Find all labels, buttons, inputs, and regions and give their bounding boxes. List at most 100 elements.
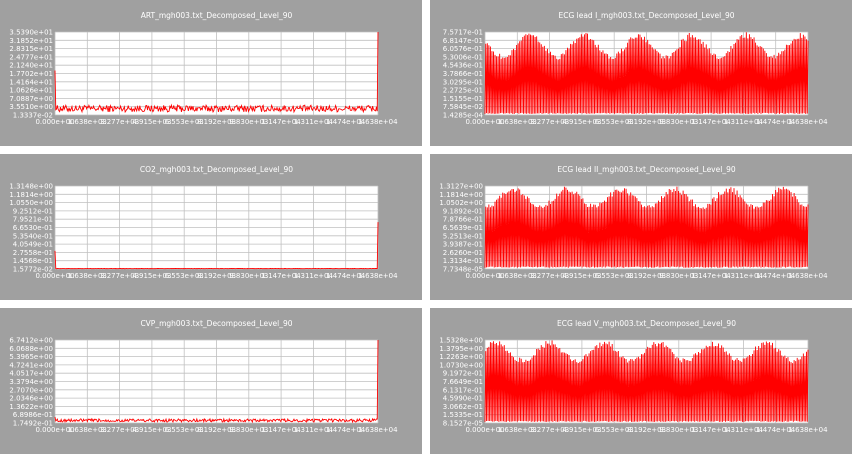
- y-tick-label: 6.7412e+00: [9, 337, 53, 345]
- y-tick-label: 1.3127e+00: [439, 183, 483, 191]
- y-tick-label: 5.3540e-01: [13, 232, 53, 240]
- x-tick-label: 3.277e+03: [100, 272, 139, 280]
- chart-title: ECG lead I_mgh003.txt_Decomposed_Level_9…: [558, 11, 734, 20]
- chart-title: ECG lead V_mgh003.txt_Decomposed_Level_9…: [557, 319, 736, 328]
- chart-svg: CVP_mgh003.txt_Decomposed_Level_90 6.7412…: [9, 319, 398, 434]
- x-tick-label: 8.192e+03: [627, 272, 666, 280]
- y-tick-label: 3.3794e+00: [9, 378, 53, 386]
- y-tick-label: 3.0662e-01: [443, 403, 483, 411]
- chart-svg: ECG lead I_mgh003.txt_Decomposed_Level_9…: [443, 11, 828, 126]
- y-tick-label: 6.5639e-01: [443, 224, 483, 232]
- x-tick-label: 1.147e+04: [262, 426, 302, 434]
- y-tick-label: 1.3148e+00: [9, 183, 53, 191]
- x-tick-label: 1.474e+04: [326, 426, 366, 434]
- y-tick-label: 7.9521e-01: [13, 216, 53, 224]
- y-tick-label: 6.6530e-01: [13, 224, 53, 232]
- signal-line: [54, 222, 379, 270]
- y-tick-label: 7.8766e-01: [443, 216, 483, 224]
- y-tick-label: 4.0517e+00: [9, 370, 53, 378]
- x-tick-label: 0.000e+00: [465, 426, 504, 434]
- x-tick-label: 9.830e+03: [659, 426, 698, 434]
- y-tick-label: 6.0576e-01: [443, 45, 483, 53]
- signal-line: [484, 32, 809, 114]
- y-tick-label: 1.1814e+00: [439, 191, 483, 199]
- x-tick-label: 1.638e+03: [68, 118, 107, 126]
- y-tick-label: 2.4777e+01: [9, 53, 53, 61]
- y-tick-label: 3.5390e+01: [9, 29, 53, 37]
- x-tick-label: 4.915e+03: [132, 426, 171, 434]
- y-tick-label: 2.8315e+01: [9, 45, 53, 53]
- x-tick-label: 1.638e+04: [788, 426, 828, 434]
- y-tick-label: 7.7348e-05: [443, 266, 483, 274]
- y-tick-label: 2.7070e+00: [9, 386, 53, 394]
- y-tick-label: 5.2513e-01: [443, 232, 483, 240]
- chart-svg: CO2_mgh003.txt_Decomposed_Level_90 1.3148…: [9, 165, 398, 280]
- y-tick-label: 7.5717e-01: [443, 29, 483, 37]
- y-tick-label: 1.7492e-01: [13, 420, 53, 428]
- y-tick-label: 1.4568e-01: [13, 257, 53, 265]
- x-tick-label: 0.000e+00: [465, 118, 504, 126]
- x-tick-label: 9.830e+03: [659, 272, 698, 280]
- x-tick-label: 1.311e+04: [294, 118, 334, 126]
- x-tick-label: 3.277e+03: [530, 118, 569, 126]
- x-tick-label: 3.277e+03: [100, 118, 139, 126]
- y-tick-label: 4.5436e-01: [443, 62, 483, 70]
- y-tick-label: 3.1852e+01: [9, 37, 53, 45]
- x-tick-label: 6.553e+03: [165, 426, 204, 434]
- x-tick-label: 1.311e+04: [294, 426, 334, 434]
- y-tick-label: 6.0688e+00: [9, 345, 53, 353]
- x-tick-label: 1.638e+03: [68, 426, 107, 434]
- y-tick-label: 1.5772e-02: [13, 266, 53, 274]
- chart-panel: CO2_mgh003.txt_Decomposed_Level_90 1.3148…: [0, 154, 422, 300]
- y-tick-label: 2.7558e-01: [13, 249, 53, 257]
- y-tick-label: 1.0502e+00: [439, 199, 483, 207]
- y-tick-label: 4.7241e+00: [9, 361, 53, 369]
- chart-svg: ECG lead II_mgh003.txt_Decomposed_Level_…: [439, 165, 828, 280]
- x-tick-label: 1.474e+04: [756, 426, 796, 434]
- x-tick-label: 8.192e+03: [627, 426, 666, 434]
- x-tick-label: 1.311e+04: [724, 118, 764, 126]
- x-tick-label: 1.147e+04: [692, 118, 732, 126]
- x-tick-label: 4.915e+03: [132, 118, 171, 126]
- y-tick-label: 3.0295e-01: [443, 78, 483, 86]
- y-tick-label: 4.0549e-01: [13, 241, 53, 249]
- signal-line: [54, 339, 379, 424]
- chart-svg: ECG lead V_mgh003.txt_Decomposed_Level_9…: [439, 319, 828, 434]
- x-tick-label: 1.638e+03: [68, 272, 107, 280]
- y-tick-label: 2.0346e+00: [9, 395, 53, 403]
- x-tick-label: 1.638e+04: [358, 426, 398, 434]
- y-tick-label: 1.5328e+00: [439, 337, 483, 345]
- x-tick-label: 0.000e+00: [35, 272, 74, 280]
- x-tick-label: 6.553e+03: [165, 118, 204, 126]
- x-tick-label: 8.192e+03: [627, 118, 666, 126]
- y-tick-label: 1.1814e+00: [9, 191, 53, 199]
- y-tick-label: 9.1972e-01: [443, 370, 483, 378]
- x-tick-label: 0.000e+00: [465, 272, 504, 280]
- chart-title: CO2_mgh003.txt_Decomposed_Level_90: [140, 165, 293, 174]
- y-tick-label: 1.3622e+00: [9, 403, 53, 411]
- chart-panel: ECG lead II_mgh003.txt_Decomposed_Level_…: [430, 154, 852, 300]
- y-tick-label: 2.2725e-01: [443, 87, 483, 95]
- signal-line: [484, 340, 809, 422]
- x-tick-label: 4.915e+03: [562, 272, 601, 280]
- signal-line: [54, 31, 379, 114]
- x-tick-label: 1.638e+04: [358, 118, 398, 126]
- y-tick-label: 3.7866e-01: [443, 70, 483, 78]
- x-tick-label: 6.553e+03: [595, 118, 634, 126]
- y-tick-label: 5.3965e+00: [9, 353, 53, 361]
- y-tick-label: 6.8986e-01: [13, 411, 53, 419]
- y-tick-label: 1.4285e-04: [443, 112, 484, 120]
- chart-panel: ECG lead I_mgh003.txt_Decomposed_Level_9…: [430, 0, 852, 146]
- x-tick-label: 1.147e+04: [262, 118, 302, 126]
- x-tick-label: 6.553e+03: [595, 272, 634, 280]
- chart-svg: ART_mgh003.txt_Decomposed_Level_90 3.5390…: [9, 11, 398, 126]
- x-tick-label: 1.638e+04: [788, 272, 828, 280]
- x-tick-label: 1.311e+04: [724, 272, 764, 280]
- y-tick-label: 1.2263e+00: [439, 353, 483, 361]
- x-tick-label: 1.638e+03: [498, 426, 537, 434]
- x-tick-label: 4.915e+03: [132, 272, 171, 280]
- x-tick-label: 1.474e+04: [756, 118, 796, 126]
- x-tick-label: 9.830e+03: [229, 426, 268, 434]
- x-tick-label: 1.474e+04: [326, 272, 366, 280]
